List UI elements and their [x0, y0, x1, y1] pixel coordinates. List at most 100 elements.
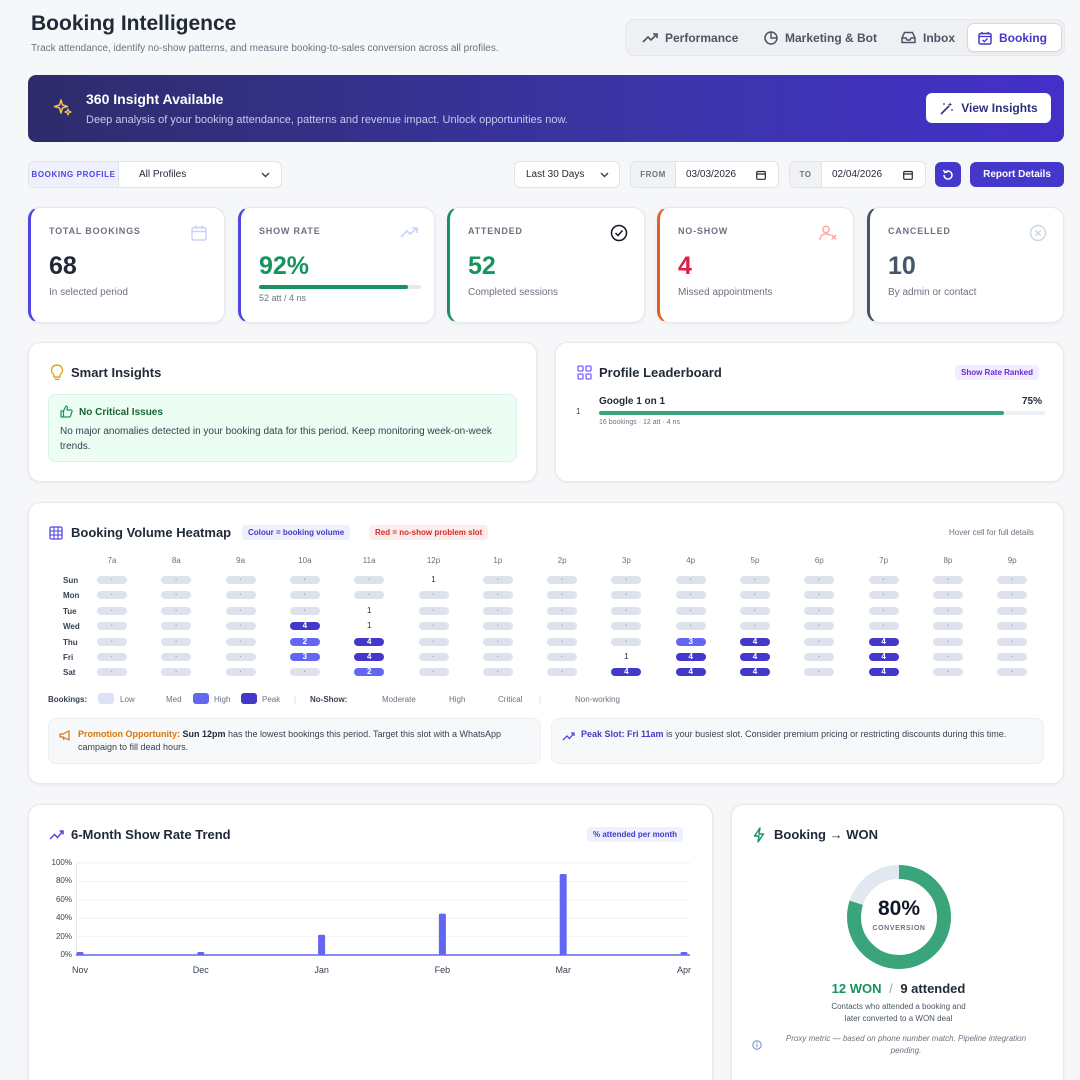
heatmap-cell[interactable]: · [740, 591, 770, 600]
heatmap-cell[interactable]: · [289, 591, 320, 600]
heatmap-cell[interactable]: · [611, 637, 642, 646]
heatmap-cell[interactable]: · [675, 576, 706, 584]
profile-filter[interactable]: BOOKING PROFILE All Profiles [28, 161, 282, 188]
heatmap-cell[interactable]: · [675, 591, 706, 600]
heatmap-cell[interactable]: · [932, 653, 963, 661]
from-date-field[interactable]: FROM 03/03/2026 [630, 161, 779, 188]
heatmap-cell[interactable]: · [482, 576, 513, 584]
heatmap-cell[interactable]: · [161, 637, 192, 646]
heatmap-cell[interactable]: · [997, 622, 1028, 631]
heatmap-cell[interactable]: 4 [868, 637, 899, 646]
trend-bar[interactable] [76, 952, 84, 955]
heatmap-cell[interactable]: · [482, 653, 513, 661]
heatmap-cell[interactable]: · [161, 653, 192, 661]
heatmap-cell[interactable]: · [740, 576, 770, 584]
heatmap-cell[interactable]: 4 [868, 668, 899, 677]
heatmap-cell[interactable]: · [997, 653, 1028, 661]
report-details-button[interactable]: Report Details [970, 162, 1064, 187]
heatmap-cell[interactable]: 4 [740, 668, 770, 677]
heatmap-cell[interactable]: 4 [868, 653, 899, 661]
heatmap-cell[interactable]: 4 [675, 653, 706, 661]
heatmap-cell[interactable]: · [997, 668, 1028, 677]
heatmap-cell[interactable]: · [804, 591, 835, 600]
heatmap-cell[interactable]: · [97, 637, 127, 646]
heatmap-cell[interactable]: 1 [431, 575, 436, 584]
heatmap-cell[interactable]: · [675, 622, 706, 631]
heatmap-cell[interactable]: · [868, 576, 899, 584]
trend-bar[interactable] [318, 934, 326, 955]
trend-bar[interactable] [680, 952, 688, 955]
heatmap-cell[interactable]: · [418, 668, 449, 677]
heatmap-cell[interactable]: · [547, 622, 578, 631]
heatmap-cell[interactable]: · [225, 653, 256, 661]
heatmap-cell[interactable]: · [804, 637, 835, 646]
heatmap-cell[interactable]: 4 [289, 622, 320, 631]
heatmap-cell[interactable]: · [225, 622, 256, 631]
heatmap-cell[interactable]: · [611, 576, 642, 584]
heatmap-cell[interactable]: · [482, 668, 513, 677]
refresh-button[interactable] [935, 162, 961, 187]
heatmap-cell[interactable]: · [932, 591, 963, 600]
heatmap-cell[interactable]: · [418, 591, 449, 600]
heatmap-cell[interactable]: · [161, 576, 192, 584]
heatmap-cell[interactable]: · [611, 622, 642, 631]
heatmap-cell[interactable]: · [418, 622, 449, 631]
heatmap-cell[interactable]: · [932, 606, 963, 615]
heatmap-cell[interactable]: 4 [611, 668, 642, 677]
heatmap-cell[interactable]: · [804, 622, 835, 631]
trend-bar[interactable] [197, 952, 205, 955]
heatmap-cell[interactable]: · [804, 606, 835, 615]
heatmap-cell[interactable]: · [547, 637, 578, 646]
heatmap-cell[interactable]: 4 [354, 637, 385, 646]
heatmap-cell[interactable]: 4 [740, 637, 770, 646]
heatmap-cell[interactable]: · [997, 576, 1028, 584]
calendar-icon[interactable] [756, 170, 766, 180]
heatmap-cell[interactable]: · [740, 606, 770, 615]
heatmap-cell[interactable]: · [804, 668, 835, 677]
heatmap-cell[interactable]: 2 [289, 637, 320, 646]
trend-bar[interactable] [438, 913, 446, 955]
heatmap-cell[interactable]: · [289, 668, 320, 677]
heatmap-cell[interactable]: · [997, 637, 1028, 646]
heatmap-cell[interactable]: · [482, 622, 513, 631]
heatmap-cell[interactable]: · [97, 576, 127, 584]
heatmap-cell[interactable]: 2 [354, 668, 385, 677]
heatmap-cell[interactable]: · [289, 606, 320, 615]
tab-marketing-bot[interactable]: Marketing & Bot [754, 23, 887, 52]
heatmap-cell[interactable]: · [225, 668, 256, 677]
heatmap-cell[interactable]: · [354, 576, 385, 584]
heatmap-cell[interactable]: · [418, 653, 449, 661]
heatmap-cell[interactable]: · [675, 606, 706, 615]
heatmap-cell[interactable]: 4 [354, 653, 385, 661]
heatmap-cell[interactable]: 1 [366, 605, 372, 615]
heatmap-cell[interactable]: · [161, 591, 192, 600]
heatmap-cell[interactable]: · [225, 591, 256, 600]
heatmap-cell[interactable]: · [97, 668, 127, 677]
calendar-icon[interactable] [903, 170, 913, 180]
heatmap-cell[interactable]: · [418, 637, 449, 646]
tab-inbox[interactable]: Inbox [891, 23, 965, 52]
to-date-field[interactable]: TO 02/04/2026 [789, 161, 926, 188]
tab-performance[interactable]: Performance [632, 23, 748, 52]
date-range-select[interactable]: Last 30 Days [514, 161, 620, 188]
heatmap-cell[interactable]: · [932, 637, 963, 646]
heatmap-cell[interactable]: · [611, 606, 642, 615]
heatmap-cell[interactable]: · [932, 576, 963, 584]
heatmap-cell[interactable]: · [547, 606, 578, 615]
heatmap-cell[interactable]: 3 [675, 637, 706, 646]
heatmap-cell[interactable]: 3 [289, 653, 320, 661]
heatmap-cell[interactable]: · [932, 668, 963, 677]
heatmap-cell[interactable]: 4 [740, 653, 770, 661]
heatmap-cell[interactable]: · [611, 591, 642, 600]
heatmap-cell[interactable]: · [97, 653, 127, 661]
heatmap-cell[interactable]: · [161, 668, 192, 677]
heatmap-cell[interactable]: · [932, 622, 963, 631]
heatmap-cell[interactable]: · [804, 576, 835, 584]
heatmap-cell[interactable]: 1 [366, 621, 372, 631]
heatmap-cell[interactable]: 4 [675, 668, 706, 677]
heatmap-cell[interactable]: · [418, 606, 449, 615]
heatmap-cell[interactable]: · [97, 622, 127, 631]
heatmap-cell[interactable]: · [997, 591, 1028, 600]
heatmap-cell[interactable]: · [547, 653, 578, 661]
heatmap-cell[interactable]: · [225, 637, 256, 646]
